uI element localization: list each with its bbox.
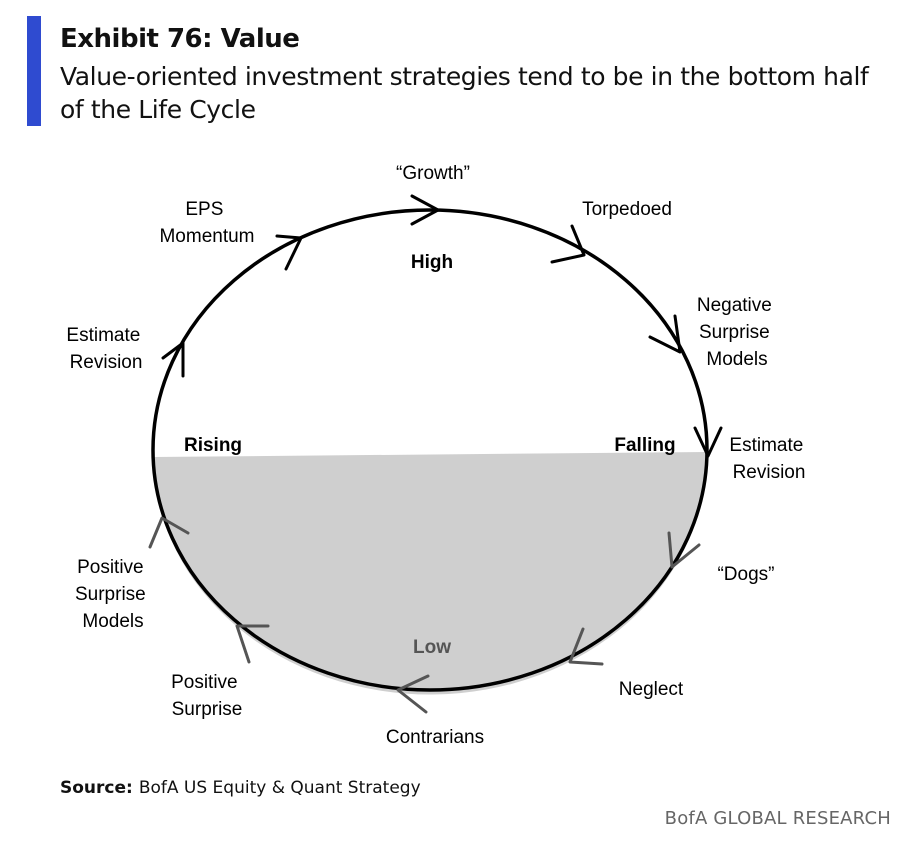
arrow-negative-surprise-icon — [648, 314, 682, 354]
label-torpedoed: Torpedoed — [582, 199, 672, 220]
label-high: High — [411, 252, 453, 273]
label-positive-surprise-models: Positive Surprise Models — [75, 557, 151, 632]
arrow-positive-surprise-models-icon — [148, 516, 190, 549]
source-label: Source: — [60, 778, 133, 798]
brand-logo-text: BofA GLOBAL RESEARCH — [664, 808, 891, 829]
label-falling: Falling — [614, 435, 675, 456]
arrow-eps-momentum-icon — [275, 234, 303, 271]
arrow-positive-surprise-icon — [235, 624, 270, 664]
label-negative-surprise-models: Negative Surprise Models — [697, 295, 777, 370]
arrow-neglect-icon — [568, 627, 604, 666]
label-low: Low — [413, 637, 451, 658]
life-cycle-ellipse — [151, 208, 709, 692]
label-estimate-revision-right: Estimate Revision — [729, 435, 808, 483]
label-eps-momentum: EPS Momentum — [159, 199, 254, 247]
label-estimate-revision-left: Estimate Revision — [66, 325, 145, 373]
label-contrarians: Contrarians — [386, 727, 484, 748]
title-accent-bar — [27, 16, 41, 126]
label-rising: Rising — [184, 435, 242, 456]
arrow-contrarians-icon — [396, 674, 430, 714]
arrow-dogs-icon — [667, 531, 701, 569]
label-dogs: “Dogs” — [717, 564, 774, 585]
arrow-falling-icon — [693, 426, 723, 458]
label-growth: “Growth” — [396, 163, 470, 184]
arrow-torpedoed-icon — [550, 224, 586, 264]
source-line: Source: BofA US Equity & Quant Strategy — [60, 778, 421, 798]
arrow-top-growth-icon — [410, 194, 440, 226]
label-positive-surprise: Positive Surprise — [171, 672, 243, 720]
exhibit-title: Exhibit 76: Value — [60, 24, 300, 54]
bottom-half-shading — [153, 452, 708, 695]
exhibit-subtitle: Value-oriented investment strategies ten… — [60, 62, 869, 124]
arrow-estimate-revision-left-icon — [161, 341, 185, 378]
source-text: BofA US Equity & Quant Strategy — [138, 778, 421, 798]
label-neglect: Neglect — [619, 679, 684, 700]
